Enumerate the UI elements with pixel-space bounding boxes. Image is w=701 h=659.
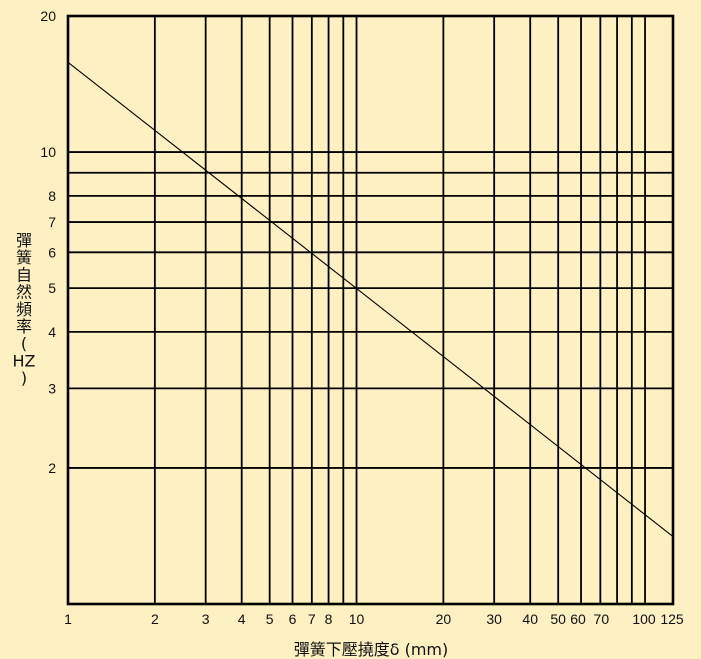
x-tick-label: 30 — [486, 611, 502, 627]
grid-layer — [66, 14, 675, 606]
y-axis-title-char: ) — [21, 369, 27, 388]
x-tick-label: 6 — [289, 611, 297, 627]
x-tick-label: 3 — [202, 611, 210, 627]
x-tick-label: 7 — [308, 611, 316, 627]
x-tick-label: 1 — [64, 611, 72, 627]
y-axis-title-char: 簧 — [16, 248, 32, 267]
x-tick-label: 20 — [436, 611, 452, 627]
x-tick-label: 8 — [325, 611, 333, 627]
x-tick-label: 4 — [238, 611, 246, 627]
y-tick-label: 5 — [48, 280, 56, 296]
y-tick-label: 7 — [48, 214, 56, 230]
x-tick-label: 60 — [570, 611, 586, 627]
y-tick-label: 20 — [40, 8, 56, 24]
y-axis-title-char: 率 — [16, 317, 32, 336]
x-tick-label: 100 — [632, 611, 656, 627]
y-axis-title-char: 然 — [16, 283, 32, 302]
y-axis-title-char: HZ — [13, 351, 36, 370]
plot-frame — [66, 14, 675, 606]
series-line — [67, 61, 674, 537]
y-tick-label: 2 — [48, 460, 56, 476]
x-tick-label: 50 — [550, 611, 566, 627]
y-axis-title-char: 自 — [16, 265, 32, 284]
y-axis-title-char: 頻 — [16, 300, 32, 319]
x-axis-title: 彈簧下壓撓度δ (mm) — [294, 640, 449, 659]
y-axis-title-char: 彈 — [16, 231, 32, 250]
x-tick-label: 5 — [266, 611, 274, 627]
x-tick-label: 70 — [594, 611, 610, 627]
x-tick-label: 10 — [349, 611, 365, 627]
series-layer — [67, 61, 674, 537]
y-axis-title-char: ( — [21, 334, 27, 353]
y-tick-label: 10 — [40, 144, 56, 160]
y-tick-label: 4 — [48, 324, 56, 340]
x-tick-label: 125 — [660, 611, 684, 627]
x-tick-label: 40 — [522, 611, 538, 627]
x-tick-label: 2 — [151, 611, 159, 627]
y-tick-label: 3 — [48, 380, 56, 396]
y-tick-label: 6 — [48, 244, 56, 260]
y-tick-label: 8 — [48, 188, 56, 204]
